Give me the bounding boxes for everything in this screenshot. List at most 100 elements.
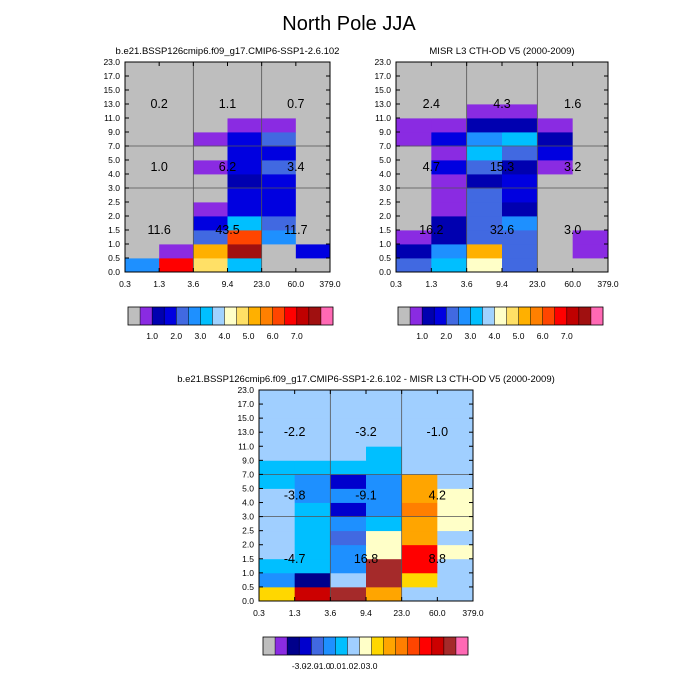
heatmap-cell (159, 90, 194, 105)
figure-title: North Pole JJA (282, 13, 416, 35)
x-tick-label: 3.6 (461, 279, 473, 289)
x-tick-label: 23.0 (253, 279, 270, 289)
heatmap-cell (193, 202, 228, 217)
heatmap-cell (193, 230, 228, 245)
heatmap-cell (159, 160, 194, 175)
heatmap-cell (366, 446, 403, 461)
y-tick-label: 9.0 (379, 127, 391, 137)
y-tick-label: 4.0 (242, 498, 254, 508)
colorbar-swatch (506, 307, 519, 325)
colorbar-swatch (371, 637, 384, 655)
heatmap-cell (125, 188, 160, 203)
heatmap-cell (537, 62, 574, 77)
heatmap-cell (259, 544, 296, 560)
heatmap-cell (125, 76, 160, 91)
heatmap-cell (261, 146, 297, 161)
heatmap-cell (366, 586, 403, 602)
heatmap-cell (259, 432, 296, 447)
y-tick-label: 5.0 (379, 155, 391, 165)
colorbar-frame (262, 636, 469, 656)
colorbar-swatch (518, 307, 531, 325)
colorbar-label: 1.0 (146, 331, 158, 341)
heatmap-cell (537, 216, 574, 231)
colorbar-frame (397, 306, 604, 326)
y-tick-label: 1.0 (379, 239, 391, 249)
heatmap-cell (502, 202, 538, 217)
x-tick-label: 1.3 (153, 279, 165, 289)
heatmap-cell (330, 390, 367, 405)
heatmap-cell (330, 488, 367, 503)
colorbar-swatch (323, 637, 336, 655)
heatmap-cell (396, 104, 432, 119)
colorbar-label: 2.0 (440, 331, 452, 341)
y-tick-label: 2.5 (242, 526, 254, 536)
heatmap-cell (431, 188, 468, 203)
heatmap-cell (294, 390, 331, 405)
x-tick-label: 9.4 (496, 279, 508, 289)
heatmap-cell (227, 202, 263, 217)
heatmap-cell (396, 90, 432, 105)
heatmap-cell (295, 174, 331, 189)
heatmap-cell (294, 530, 331, 546)
heatmap-cell (401, 572, 438, 588)
region-value-label: 16.2 (419, 223, 443, 237)
heatmap-cell (431, 160, 468, 175)
colorbar-swatch (263, 637, 276, 655)
heatmap-cell (366, 544, 403, 560)
region-value-label: -9.1 (355, 489, 377, 503)
colorbar-swatch (434, 307, 447, 325)
y-tick-label: 4.0 (108, 169, 120, 179)
heatmap-cell (437, 558, 474, 574)
heatmap-cell (396, 132, 432, 147)
heatmap-cell (401, 558, 438, 574)
heatmap-cell (431, 132, 468, 147)
colorbar-swatch (260, 307, 274, 325)
heatmap-cell (366, 474, 403, 489)
heatmap-cell (401, 446, 438, 461)
heatmap-cell (193, 62, 228, 77)
heatmap-cell (437, 460, 474, 475)
heatmap-cell (466, 76, 503, 91)
heatmap-cell (227, 62, 263, 77)
colorbar-label: 3.0 (464, 331, 476, 341)
heatmap-cell (125, 118, 160, 133)
heatmap-cell (437, 544, 474, 560)
colorbar-swatch (566, 307, 580, 325)
colorbar-diff: -3.0-2.0-1.00.0 1.0 2.0 3.0 (262, 636, 469, 671)
region-value-label: 11.7 (284, 223, 307, 237)
heatmap-cell (572, 118, 609, 133)
heatmap-cell (572, 132, 609, 147)
heatmap-cell (366, 460, 403, 475)
region-value-label: 0.7 (287, 97, 304, 111)
region-value-label: -3.8 (284, 489, 306, 503)
colorbar-swatch (359, 637, 372, 655)
y-tick-label: 15.0 (374, 85, 391, 95)
heatmap-cell (572, 174, 609, 189)
heatmap-cell (227, 118, 263, 133)
heatmap-cell (294, 586, 331, 602)
heatmap-cell (259, 404, 296, 419)
heatmap-cell (294, 488, 331, 503)
heatmap-cell (125, 62, 160, 77)
y-tick-label: 5.0 (242, 483, 254, 493)
heatmap-cell (295, 104, 331, 119)
heatmap-cell (261, 76, 297, 91)
heatmap-cell (431, 76, 468, 91)
y-tick-label: 0.0 (242, 596, 254, 606)
heatmap-cell (502, 258, 538, 273)
heatmap-cell (431, 216, 468, 231)
y-tick-label: 0.5 (242, 582, 254, 592)
heatmap-cell (431, 244, 468, 259)
heatmap-cell (572, 160, 609, 175)
heatmap-cell (330, 474, 367, 489)
heatmap-cell (294, 460, 331, 475)
y-tick-label: 17.0 (103, 71, 120, 81)
y-tick-label: 1.0 (108, 239, 120, 249)
heatmap-cell (502, 174, 538, 189)
x-tick-label: 1.3 (425, 279, 437, 289)
y-tick-label: 1.0 (242, 568, 254, 578)
region-value-label: 3.2 (564, 160, 581, 174)
heatmap-cell (366, 530, 403, 546)
heatmap-cell (401, 474, 438, 489)
heatmap-cell (466, 216, 503, 231)
